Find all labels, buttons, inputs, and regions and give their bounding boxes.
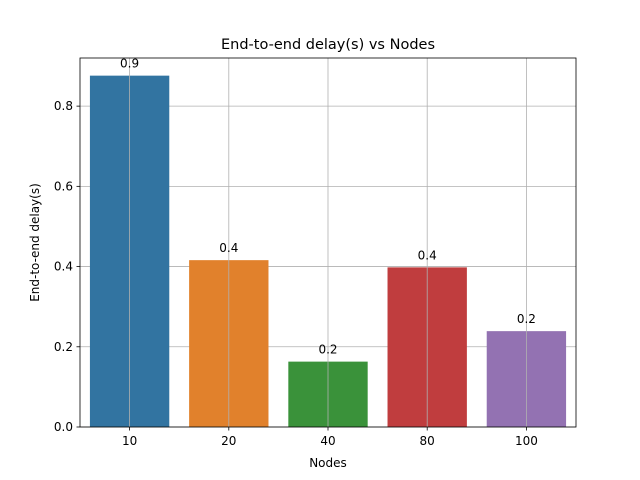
data-label-100: 0.2 — [517, 312, 536, 326]
y-tick-label: 0.4 — [54, 260, 73, 274]
x-tick-label: 20 — [221, 434, 236, 448]
chart-title: End-to-end delay(s) vs Nodes — [221, 37, 435, 53]
data-labels: 0.9 0.4 0.2 0.4 0.2 — [120, 57, 536, 357]
data-label-10: 0.9 — [120, 57, 139, 71]
y-tick-label: 0.2 — [54, 340, 73, 354]
x-tick-label: 10 — [122, 434, 137, 448]
data-label-40: 0.2 — [318, 343, 337, 357]
y-axis-label: End-to-end delay(s) — [28, 183, 42, 302]
y-tick-label: 0.6 — [54, 179, 73, 193]
x-tick-label: 80 — [420, 434, 435, 448]
x-grid-lines — [129, 58, 527, 427]
x-axis-ticks: 10 20 40 80 100 — [122, 427, 538, 448]
data-label-80: 0.4 — [418, 248, 437, 262]
y-axis-ticks: 0.0 0.2 0.4 0.6 0.8 — [54, 99, 80, 434]
x-tick-label: 40 — [320, 434, 335, 448]
x-tick-label: 100 — [515, 434, 538, 448]
x-axis-label: Nodes — [309, 456, 347, 470]
y-tick-label: 0.0 — [54, 420, 73, 434]
data-label-20: 0.4 — [219, 241, 238, 255]
y-tick-label: 0.8 — [54, 99, 73, 113]
